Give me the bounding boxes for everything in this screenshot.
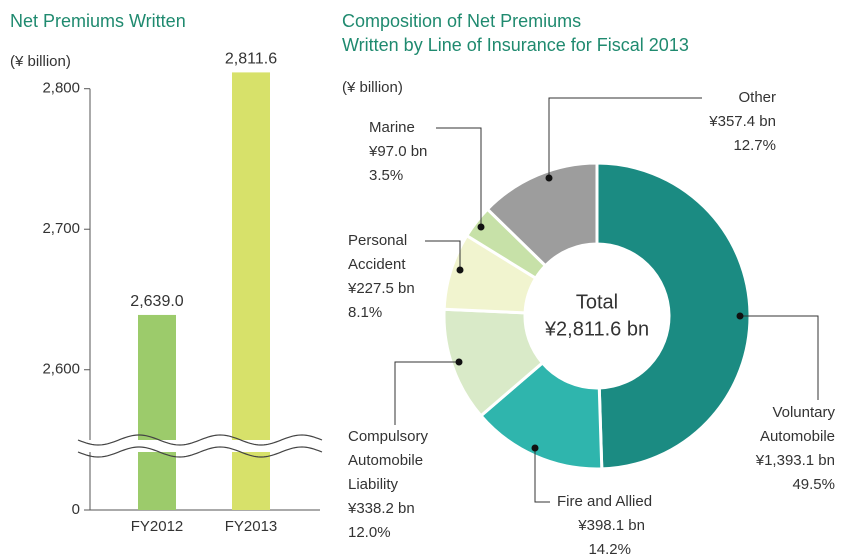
leader-dot <box>456 266 464 274</box>
donut-title: Composition of Net Premiums <box>342 11 581 31</box>
slice-percent: 8.1% <box>348 304 382 321</box>
slice-amount: ¥227.5 bn <box>347 280 415 297</box>
slice-amount: ¥357.4 bn <box>708 113 776 130</box>
leader-line <box>436 127 482 227</box>
slice-percent: 12.0% <box>348 524 391 541</box>
axis-break <box>77 446 323 458</box>
bar <box>138 314 176 510</box>
leader-line <box>548 97 702 178</box>
donut-title: Written by Line of Insurance for Fiscal … <box>342 35 689 55</box>
slice-percent: 49.5% <box>792 476 835 493</box>
leader-dot <box>736 312 744 320</box>
slice-name: Fire and Allied <box>557 493 652 510</box>
slice-name: Personal <box>348 232 407 249</box>
slice-name: Liability <box>348 476 399 493</box>
slice-percent: 12.7% <box>733 137 776 154</box>
leader-dot <box>545 174 553 182</box>
leader-line <box>534 448 550 503</box>
leader-line <box>740 315 819 400</box>
slice-name: Automobile <box>348 452 423 469</box>
bar-title: Net Premiums Written <box>10 11 186 31</box>
y-tick-label: 2,700 <box>42 220 80 237</box>
slice-percent: 3.5% <box>369 167 403 184</box>
donut-unit: (¥ billion) <box>342 79 403 96</box>
y-tick-label: 2,800 <box>42 80 80 97</box>
slice-amount: ¥1,393.1 bn <box>755 452 835 469</box>
y-tick-label: 2,600 <box>42 361 80 378</box>
slice-percent: 14.2% <box>588 541 631 558</box>
slice-name: Accident <box>348 256 406 273</box>
slice-name: Compulsory <box>348 428 429 445</box>
axis-break <box>77 434 323 446</box>
slice-name: Automobile <box>760 428 835 445</box>
slice-amount: ¥97.0 bn <box>368 143 427 160</box>
bar <box>232 72 270 510</box>
y-tick-label: 0 <box>72 501 80 518</box>
leader-line <box>425 240 461 270</box>
axis-break-gap <box>78 440 324 452</box>
bar-unit: (¥ billion) <box>10 53 71 70</box>
donut-slice <box>595 161 752 471</box>
leader-dot <box>477 223 485 231</box>
leader-line <box>394 361 459 425</box>
slice-name: Marine <box>369 119 415 136</box>
value-label: 2,639.0 <box>130 293 183 310</box>
value-label: 2,811.6 <box>225 51 277 68</box>
leader-dot <box>531 444 539 452</box>
x-tick-label: FY2012 <box>131 518 184 535</box>
leader-dot <box>455 358 463 366</box>
donut-slice <box>485 161 599 268</box>
total-label: ¥2,811.6 bn <box>544 318 649 340</box>
slice-name: Other <box>738 89 776 106</box>
x-tick-label: FY2013 <box>225 518 278 535</box>
slice-amount: ¥398.1 bn <box>577 517 645 534</box>
slice-name: Voluntary <box>772 404 835 421</box>
center-label: Total <box>576 291 618 313</box>
slice-amount: ¥338.2 bn <box>347 500 415 517</box>
